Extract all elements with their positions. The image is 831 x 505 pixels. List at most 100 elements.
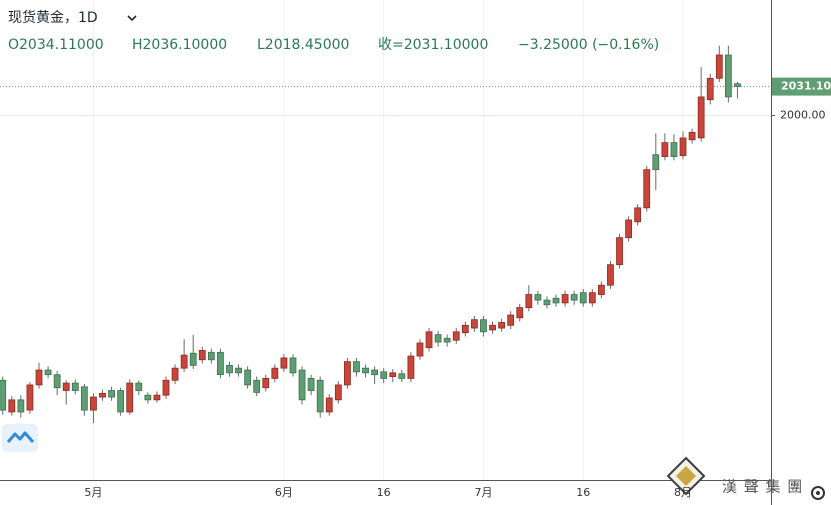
watermark: 漢 聲 集 團 bbox=[722, 478, 803, 496]
candle-body bbox=[616, 237, 623, 266]
candle-body bbox=[398, 373, 406, 379]
candle-body bbox=[498, 322, 505, 329]
candle-body bbox=[108, 390, 115, 398]
candle-body bbox=[706, 77, 714, 101]
candle-body bbox=[679, 137, 687, 157]
candle-body bbox=[17, 399, 25, 413]
candle-body bbox=[715, 54, 723, 79]
candle-body bbox=[661, 142, 669, 157]
candle-body bbox=[244, 369, 252, 386]
candle-body bbox=[189, 352, 197, 366]
candle-body bbox=[80, 386, 88, 411]
ohlc-open: O2034.11000 bbox=[8, 37, 104, 53]
x-tick-label: 6月 bbox=[275, 486, 293, 499]
candle-body bbox=[416, 342, 424, 357]
x-tick-label: 5月 bbox=[84, 486, 102, 499]
candle-body bbox=[607, 264, 614, 286]
candle-body bbox=[235, 367, 242, 374]
plot-area bbox=[0, 0, 771, 480]
candle-body bbox=[280, 357, 288, 369]
candle-body bbox=[371, 369, 379, 376]
candle-body bbox=[135, 382, 143, 391]
candle-body bbox=[489, 324, 496, 331]
candle-body bbox=[697, 96, 705, 139]
candle-body bbox=[253, 379, 261, 393]
candle-body bbox=[289, 357, 297, 374]
candle-body bbox=[26, 384, 34, 411]
candle-body bbox=[271, 367, 279, 379]
candle-body bbox=[452, 331, 460, 341]
candle-body bbox=[117, 390, 125, 413]
candle-body bbox=[226, 364, 233, 374]
candle-body bbox=[470, 319, 478, 329]
candle-body bbox=[362, 367, 369, 374]
candle-body bbox=[461, 324, 469, 334]
candle-body bbox=[53, 374, 61, 389]
candle-body bbox=[0, 379, 7, 411]
candle-body bbox=[443, 337, 451, 343]
candle-body bbox=[507, 314, 515, 326]
candle-body bbox=[334, 384, 342, 401]
candle-body bbox=[198, 350, 206, 361]
candle-body bbox=[579, 292, 587, 304]
candle-body bbox=[162, 379, 170, 396]
candle-body bbox=[325, 397, 333, 413]
candle-body bbox=[353, 361, 360, 373]
candle-body bbox=[688, 131, 696, 141]
candle-body bbox=[207, 351, 215, 361]
candle-body bbox=[588, 292, 596, 304]
ohlc-close: 收=2031.10000 bbox=[378, 37, 488, 53]
candle-body bbox=[62, 382, 70, 391]
candle-body bbox=[634, 207, 642, 223]
candle-body bbox=[344, 361, 351, 386]
candle-body bbox=[389, 372, 397, 377]
candle-body bbox=[570, 294, 578, 301]
candle-body bbox=[643, 169, 651, 209]
candle-body bbox=[516, 307, 524, 319]
candle-body bbox=[99, 392, 106, 398]
candle-body bbox=[724, 54, 732, 98]
candle-body bbox=[552, 297, 560, 304]
title-chevron[interactable] bbox=[127, 15, 137, 22]
candle-body bbox=[298, 369, 306, 401]
candle-body bbox=[425, 331, 433, 349]
candle-body bbox=[597, 284, 605, 295]
candle-body bbox=[44, 369, 52, 376]
candle-body bbox=[217, 351, 224, 376]
candle-body bbox=[35, 369, 43, 386]
candle-body bbox=[153, 394, 161, 401]
candle-body bbox=[8, 399, 16, 413]
candle-body bbox=[534, 294, 542, 301]
settings-icon[interactable] bbox=[811, 486, 825, 500]
x-tick-label: 7月 bbox=[474, 486, 492, 499]
candle-body bbox=[543, 299, 551, 306]
watermark-logo bbox=[666, 456, 706, 496]
candle-body bbox=[561, 294, 569, 304]
x-tick-label: 16 bbox=[377, 486, 391, 499]
candle-body bbox=[734, 83, 741, 87]
candle-body bbox=[407, 355, 415, 379]
candle-body bbox=[525, 294, 533, 308]
candle-body bbox=[652, 154, 660, 171]
candle-body bbox=[670, 142, 678, 157]
candle-body bbox=[144, 394, 152, 401]
candle-body bbox=[126, 382, 134, 413]
candle-body bbox=[380, 371, 388, 379]
candle-body bbox=[625, 219, 632, 239]
ohlc-change: −3.25000 (−0.16%) bbox=[518, 37, 659, 53]
x-tick-label: 16 bbox=[576, 486, 590, 499]
last-price-label: 2031.10 bbox=[781, 80, 831, 93]
y-tick-label: 2000.00 bbox=[780, 109, 826, 122]
symbol-title: 现货黄金，1D bbox=[8, 9, 98, 26]
candle-body bbox=[480, 319, 487, 333]
candle-body bbox=[180, 354, 188, 369]
ohlc-high: H2036.10000 bbox=[132, 37, 227, 53]
candle-body bbox=[316, 379, 324, 413]
last-price-tag bbox=[772, 77, 831, 96]
candle-body bbox=[90, 396, 97, 411]
candle-body bbox=[71, 382, 79, 391]
candle-body bbox=[171, 367, 179, 381]
brand-logo[interactable] bbox=[2, 424, 38, 452]
